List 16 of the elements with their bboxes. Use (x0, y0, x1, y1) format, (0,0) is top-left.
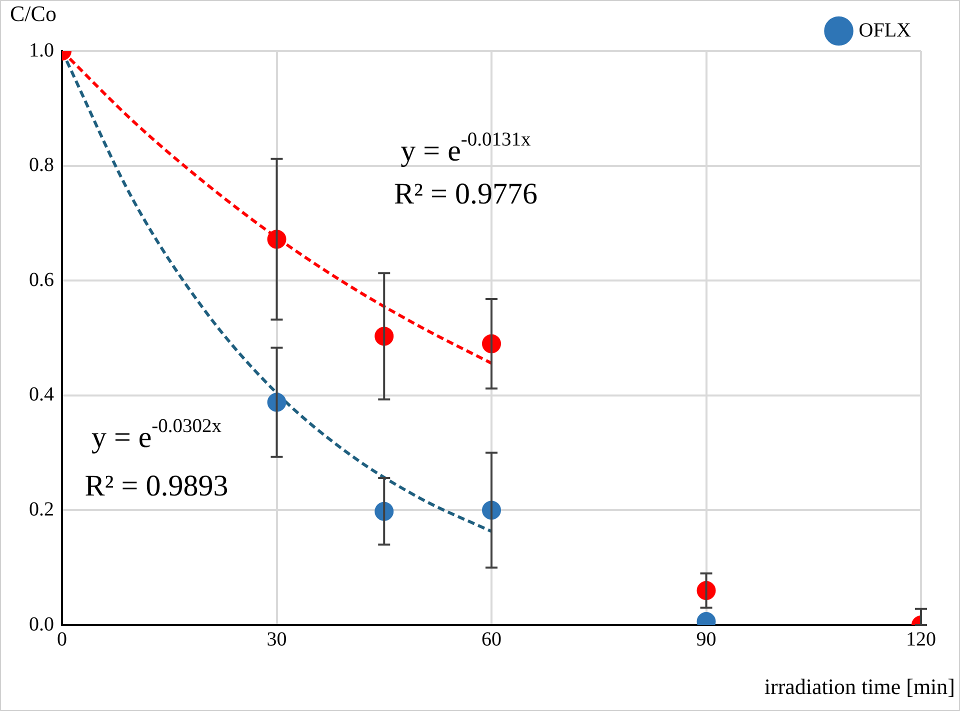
x-tick-label: 90 (696, 628, 716, 650)
y-tick-label: 0.2 (29, 498, 54, 520)
y-tick-label: 0.4 (29, 384, 54, 406)
y-tick-label: 0.8 (29, 154, 54, 176)
y-tick-label: 0.0 (29, 613, 54, 636)
y-tick-label: 1.0 (29, 39, 54, 62)
x-axis-title: irradiation time [min] (764, 674, 955, 699)
y-tick-label: 0.6 (29, 268, 54, 291)
x-tick-label: 0 (57, 628, 67, 650)
y-axis-title: C/Co (10, 0, 56, 26)
x-tick-label: 30 (266, 628, 287, 650)
legend-label: OFLX (858, 19, 912, 42)
annotation: R² = 0.9776 (394, 178, 538, 211)
annotation: R² = 0.9893 (84, 470, 228, 503)
x-tick-label: 60 (482, 628, 502, 650)
x-tick-label: 120 (906, 628, 936, 650)
